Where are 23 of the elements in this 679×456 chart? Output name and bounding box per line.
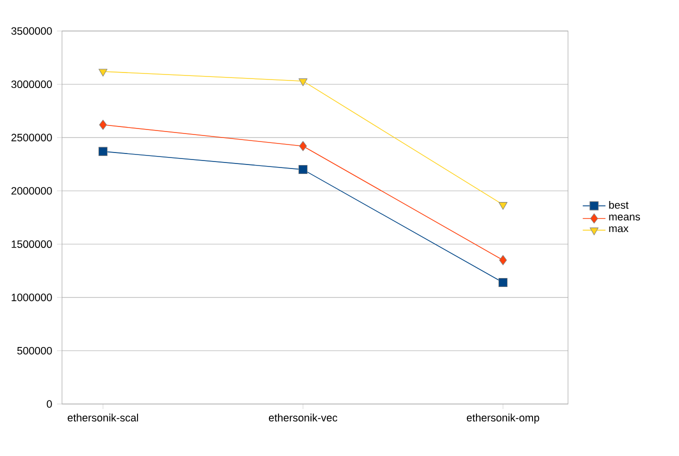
point: [499, 255, 507, 266]
y-tick-label: 0: [46, 400, 52, 408]
point: [99, 120, 107, 130]
legend-label: means: [609, 214, 640, 220]
x-tick-label: ethersonik-vec: [268, 414, 338, 422]
y-tick-label: 1500000: [12, 240, 52, 248]
y-tick-label: 3000000: [11, 80, 52, 88]
y-tick-label: 500000: [17, 346, 52, 354]
y-tick-label: 3500000: [11, 27, 52, 35]
point: [299, 141, 307, 152]
x-tick-label: ethersonik-omp: [466, 414, 540, 424]
legend-label: best: [609, 200, 629, 209]
x-tick-label: ethersonik-scal: [68, 414, 138, 422]
point: [98, 68, 108, 77]
point: [98, 146, 108, 156]
legend-label: max: [609, 226, 628, 232]
y-tick-label: 1000000: [12, 294, 52, 302]
point: [298, 165, 308, 174]
y-tick-label: 2000000: [11, 187, 52, 195]
point: [498, 202, 508, 210]
point: [298, 78, 308, 86]
y-tick-label: 2500000: [11, 134, 52, 142]
point: [498, 278, 508, 288]
